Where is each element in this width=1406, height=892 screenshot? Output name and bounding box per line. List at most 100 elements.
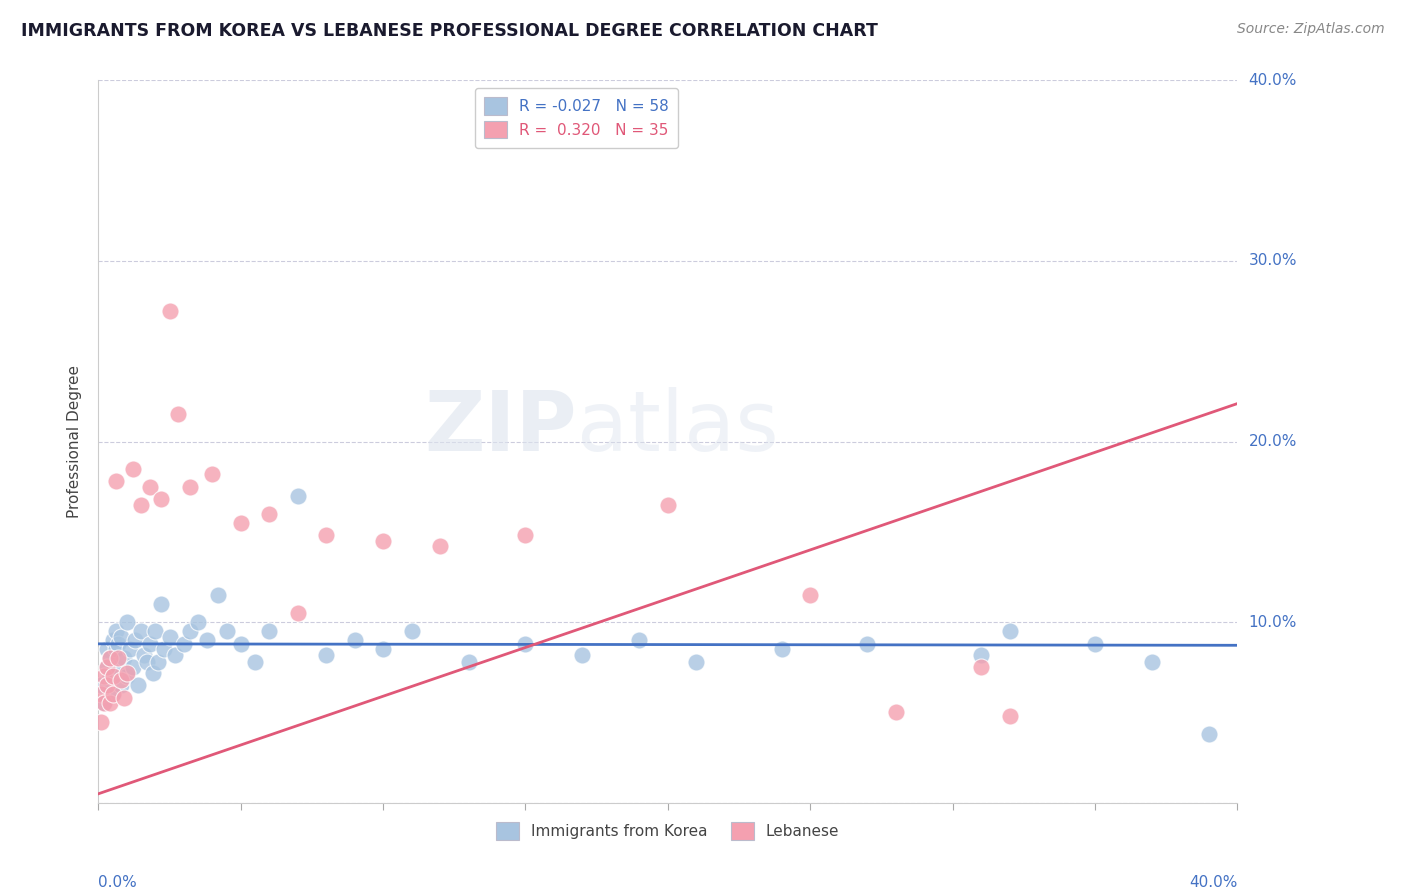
Point — [571, 648, 593, 662]
Point — [970, 648, 993, 662]
Legend: Immigrants from Korea, Lebanese: Immigrants from Korea, Lebanese — [491, 816, 845, 846]
Point — [115, 669, 138, 683]
Point — [243, 655, 266, 669]
Point — [138, 637, 160, 651]
Point — [207, 588, 229, 602]
Point — [132, 648, 155, 662]
Text: IMMIGRANTS FROM KOREA VS LEBANESE PROFESSIONAL DEGREE CORRELATION CHART: IMMIGRANTS FROM KOREA VS LEBANESE PROFES… — [21, 22, 877, 40]
Point — [107, 660, 129, 674]
Point — [112, 691, 135, 706]
Point — [287, 606, 309, 620]
Y-axis label: Professional Degree: Professional Degree — [67, 365, 83, 518]
Point — [90, 714, 112, 729]
Point — [101, 687, 124, 701]
Point — [96, 660, 118, 674]
Point — [429, 539, 451, 553]
Point — [153, 642, 176, 657]
Point — [457, 655, 479, 669]
Point — [112, 651, 135, 665]
Point — [121, 660, 143, 674]
Point — [141, 665, 163, 680]
Text: ZIP: ZIP — [425, 386, 576, 467]
Point — [150, 492, 173, 507]
Point — [998, 709, 1021, 723]
Point — [148, 655, 170, 669]
Point — [685, 655, 707, 669]
Point — [1140, 655, 1163, 669]
Point — [970, 660, 993, 674]
Point — [165, 648, 187, 662]
Point — [287, 489, 309, 503]
Point — [98, 697, 121, 711]
Point — [884, 706, 907, 720]
Point — [93, 669, 115, 683]
Point — [145, 624, 167, 639]
Point — [96, 642, 118, 657]
Point — [373, 642, 395, 657]
Point — [315, 528, 337, 542]
Point — [121, 461, 143, 475]
Point — [770, 642, 793, 657]
Point — [1198, 727, 1220, 741]
Point — [159, 630, 181, 644]
Point — [104, 642, 127, 657]
Point — [657, 498, 679, 512]
Point — [373, 533, 395, 548]
Text: 40.0%: 40.0% — [1249, 73, 1296, 87]
Point — [118, 642, 141, 657]
Point — [129, 624, 152, 639]
Point — [110, 673, 132, 687]
Point — [515, 637, 537, 651]
Point — [150, 597, 173, 611]
Point — [187, 615, 209, 630]
Point — [628, 633, 651, 648]
Point — [343, 633, 366, 648]
Point — [104, 475, 127, 489]
Text: 30.0%: 30.0% — [1249, 253, 1296, 268]
Point — [201, 467, 224, 481]
Point — [401, 624, 423, 639]
Point — [90, 687, 112, 701]
Point — [1084, 637, 1107, 651]
Point — [138, 480, 160, 494]
Text: 40.0%: 40.0% — [1189, 875, 1237, 890]
Point — [115, 615, 138, 630]
Text: atlas: atlas — [576, 386, 779, 467]
Text: 10.0%: 10.0% — [1249, 615, 1296, 630]
Point — [515, 528, 537, 542]
Point — [115, 665, 138, 680]
Point — [215, 624, 238, 639]
Point — [101, 633, 124, 648]
Text: Source: ZipAtlas.com: Source: ZipAtlas.com — [1237, 22, 1385, 37]
Point — [101, 669, 124, 683]
Point — [104, 624, 127, 639]
Point — [998, 624, 1021, 639]
Point — [90, 678, 112, 692]
Point — [799, 588, 821, 602]
Point — [101, 687, 124, 701]
Point — [93, 697, 115, 711]
Point — [179, 624, 201, 639]
Point — [110, 678, 132, 692]
Point — [107, 637, 129, 651]
Point — [179, 480, 201, 494]
Point — [110, 630, 132, 644]
Point — [315, 648, 337, 662]
Point — [259, 624, 281, 639]
Text: 0.0%: 0.0% — [98, 875, 138, 890]
Point — [856, 637, 879, 651]
Point — [124, 633, 146, 648]
Point — [159, 304, 181, 318]
Point — [98, 651, 121, 665]
Point — [127, 678, 149, 692]
Point — [93, 697, 115, 711]
Text: 20.0%: 20.0% — [1249, 434, 1296, 449]
Point — [167, 408, 190, 422]
Point — [195, 633, 218, 648]
Point — [98, 669, 121, 683]
Point — [173, 637, 195, 651]
Point — [96, 678, 118, 692]
Point — [107, 651, 129, 665]
Point — [229, 516, 252, 530]
Point — [98, 651, 121, 665]
